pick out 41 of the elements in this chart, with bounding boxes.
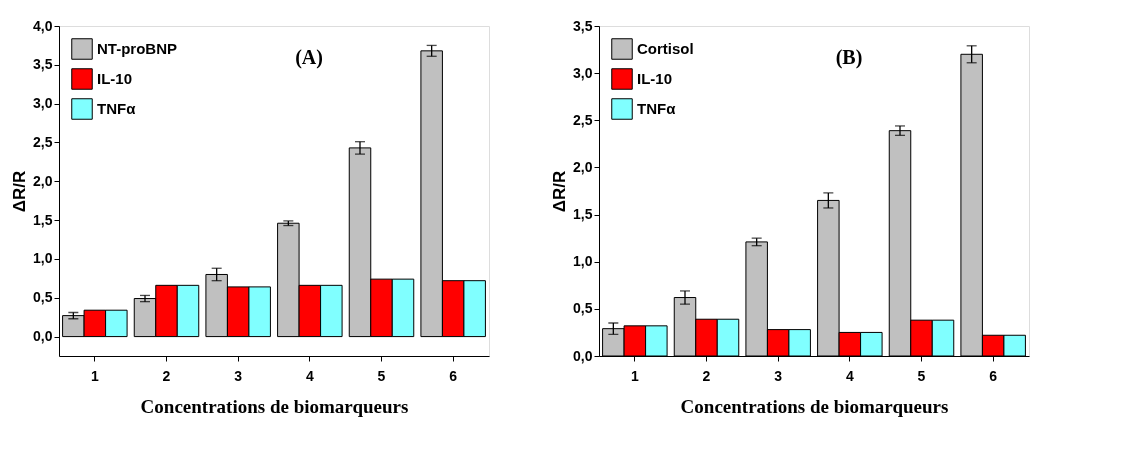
x-tick-label: 5: [377, 367, 386, 384]
x-tick-label: 1: [630, 367, 639, 384]
x-tick-label: 5: [917, 367, 926, 384]
y-tick-label: 3,0: [573, 64, 593, 81]
y-tick-label: 3,5: [33, 56, 53, 73]
legend-label: TNFα: [637, 100, 677, 117]
annotation: (B): [835, 46, 863, 69]
x-tick-label: 1: [90, 367, 99, 384]
y-tick-label: 4,0: [33, 17, 53, 34]
legend-label: NT-proBNP: [97, 40, 177, 57]
x-tick-label: 4: [845, 367, 854, 384]
x-axis-title: Concentrations de biomarqueurs: [140, 395, 409, 417]
y-tick-label: 0,5: [573, 300, 593, 317]
y-tick-label: 2,5: [33, 133, 53, 150]
y-tick-label: 2,0: [573, 158, 593, 175]
legend-label: Cortisol: [637, 40, 694, 57]
y-tick-label: 2,0: [33, 172, 53, 189]
y-tick-label: 0,0: [573, 347, 593, 364]
x-tick-label: 3: [774, 367, 783, 384]
x-tick-label: 6: [449, 367, 458, 384]
legend-label: TNFα: [97, 100, 137, 117]
x-tick-label: 2: [162, 367, 171, 384]
y-axis-title: ΔR/R: [10, 170, 30, 213]
legend-label: IL-10: [97, 70, 133, 87]
y-tick-label: 1,0: [573, 253, 593, 270]
y-tick-label: 1,5: [33, 211, 53, 228]
legend-label: IL-10: [637, 70, 673, 87]
x-tick-label: 2: [702, 367, 711, 384]
y-axis-title: ΔR/R: [550, 170, 570, 213]
y-tick-label: 1,0: [33, 250, 53, 267]
y-tick-label: 2,5: [573, 111, 593, 128]
x-tick-label: 6: [989, 367, 998, 384]
y-tick-label: 1,5: [573, 206, 593, 223]
y-tick-label: 3,0: [33, 95, 53, 112]
x-axis-title: Concentrations de biomarqueurs: [680, 395, 949, 417]
x-tick-label: 4: [305, 367, 314, 384]
x-tick-label: 3: [234, 367, 243, 384]
y-tick-label: 0,5: [33, 289, 53, 306]
y-tick-label: 3,5: [573, 17, 593, 34]
annotation: (A): [295, 46, 323, 69]
y-tick-label: 0,0: [33, 328, 53, 345]
